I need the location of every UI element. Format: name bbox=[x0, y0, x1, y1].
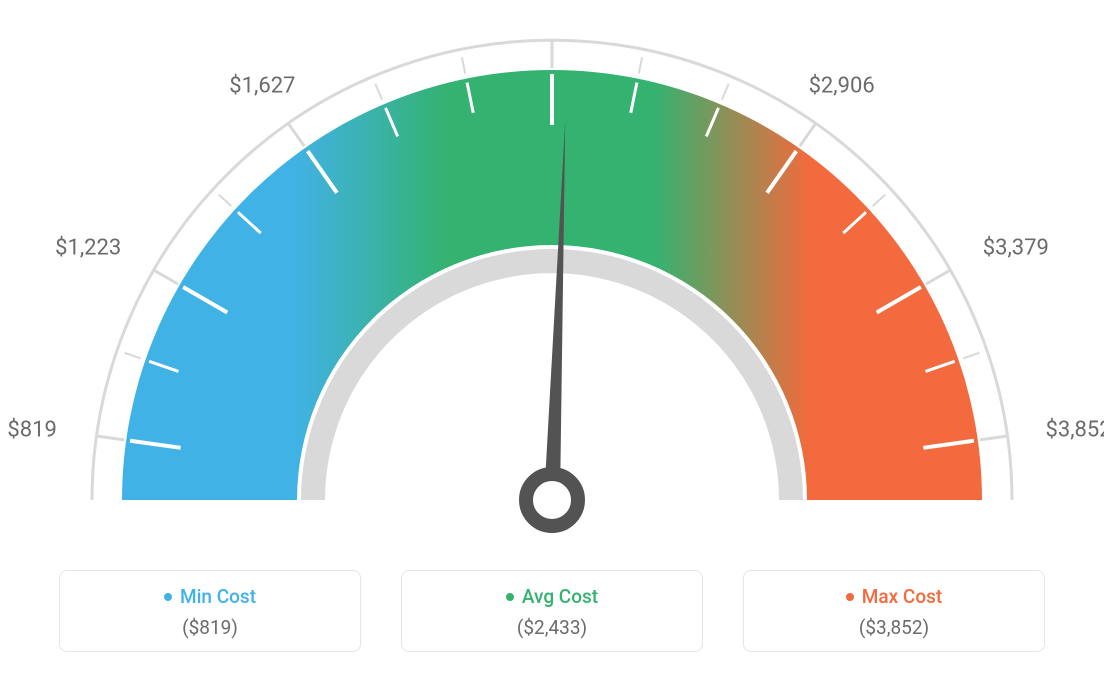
legend-card-min: Min Cost ($819) bbox=[59, 570, 361, 652]
legend-card-avg: Avg Cost ($2,433) bbox=[401, 570, 703, 652]
gauge-tick-label: $3,852 bbox=[1045, 417, 1104, 442]
gauge-tick-label: $2,906 bbox=[809, 74, 875, 99]
legend-label: Min Cost bbox=[180, 585, 256, 608]
legend-dot-icon bbox=[846, 593, 854, 601]
legend-label: Max Cost bbox=[862, 585, 942, 608]
gauge-tick-label: $1,627 bbox=[229, 74, 295, 99]
gauge-chart: $819$1,223$1,627$2,433$2,906$3,379$3,852 bbox=[0, 0, 1104, 560]
legend-label: Avg Cost bbox=[522, 585, 598, 608]
gauge-svg bbox=[0, 0, 1104, 560]
legend-title-min: Min Cost bbox=[164, 585, 256, 608]
legend-value: ($2,433) bbox=[402, 616, 702, 639]
legend-card-max: Max Cost ($3,852) bbox=[743, 570, 1045, 652]
gauge-tick-label: $819 bbox=[7, 417, 56, 442]
gauge-tick-label: $1,223 bbox=[55, 235, 121, 260]
legend-value: ($819) bbox=[60, 616, 360, 639]
legend-row: Min Cost ($819) Avg Cost ($2,433) Max Co… bbox=[0, 570, 1104, 652]
gauge-tick-label: $3,379 bbox=[983, 235, 1049, 260]
legend-title-avg: Avg Cost bbox=[506, 585, 598, 608]
legend-dot-icon bbox=[164, 593, 172, 601]
legend-value: ($3,852) bbox=[744, 616, 1044, 639]
legend-title-max: Max Cost bbox=[846, 585, 942, 608]
legend-dot-icon bbox=[506, 593, 514, 601]
